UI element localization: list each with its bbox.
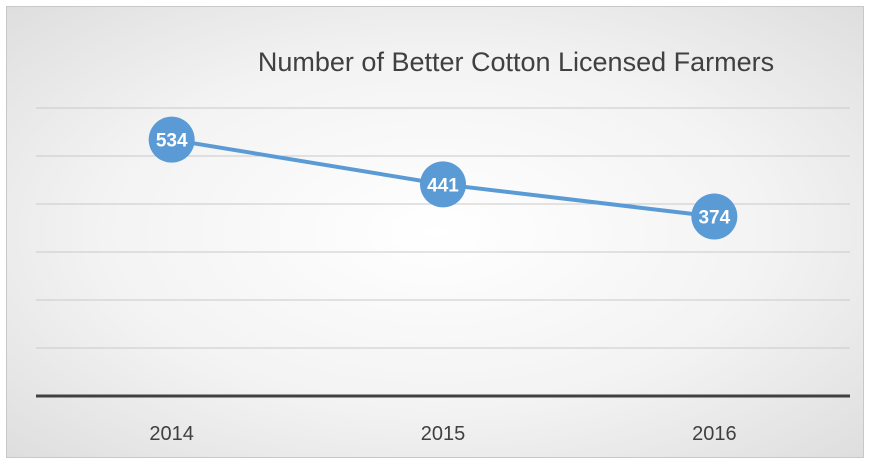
x-tick-label: 2016	[692, 423, 737, 445]
x-tick-label: 2014	[149, 423, 194, 445]
data-label: 374	[698, 207, 730, 228]
data-points	[148, 116, 738, 240]
data-label: 441	[427, 175, 459, 196]
x-tick-label: 2015	[421, 423, 466, 445]
data-labels: 534 441 374	[156, 131, 731, 229]
x-axis-tick-labels: 2014 2015 2016	[149, 423, 736, 445]
chart-title: Number of Better Cotton Licensed Farmers	[258, 47, 774, 77]
data-point-marker	[148, 116, 195, 163]
data-point-marker	[691, 193, 738, 240]
data-point-marker	[420, 161, 466, 208]
data-label: 534	[156, 131, 188, 152]
